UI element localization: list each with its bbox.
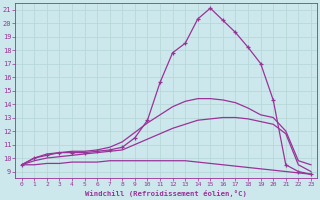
X-axis label: Windchill (Refroidissement éolien,°C): Windchill (Refroidissement éolien,°C) xyxy=(85,190,247,197)
